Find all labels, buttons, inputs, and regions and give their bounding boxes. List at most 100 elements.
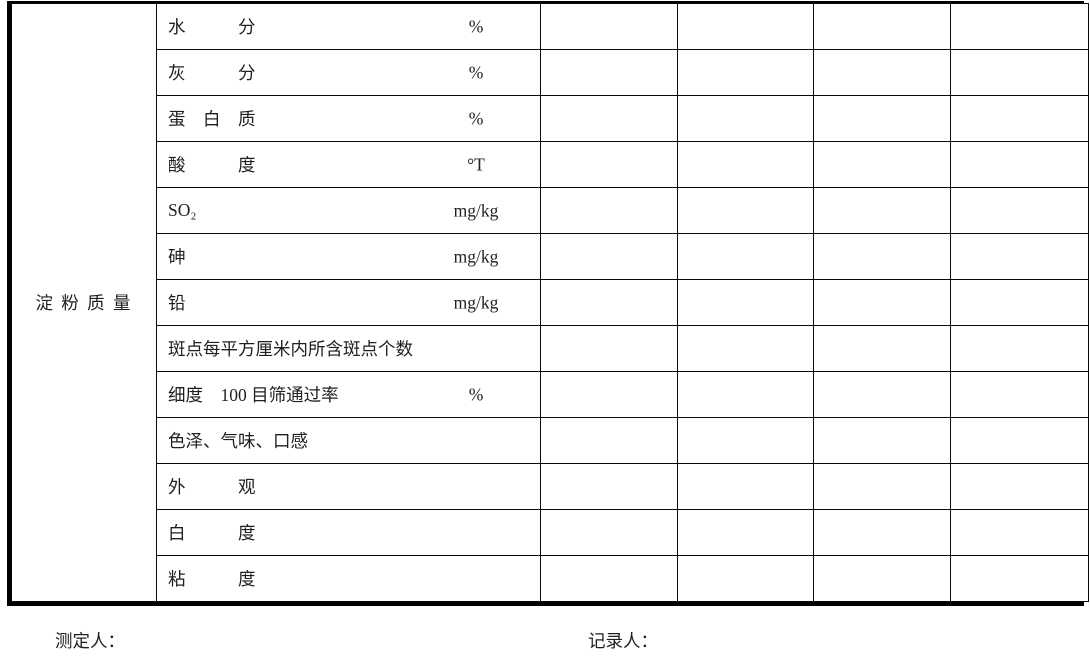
param-label: 色泽、气味、口感: [168, 431, 308, 451]
value-cell[interactable]: [950, 555, 1089, 602]
param-cell-fineness: 细度 100 目筛通过率%: [156, 371, 541, 418]
value-cell[interactable]: [677, 49, 814, 96]
value-cell[interactable]: [813, 555, 951, 602]
table-row: 细度 100 目筛通过率%: [12, 371, 1089, 418]
table-row: 色泽、气味、口感: [12, 417, 1089, 464]
param-label: SO₂: [168, 200, 197, 220]
param-cell-ash: 灰 分%: [156, 49, 541, 96]
tester-label: 测定人：: [55, 631, 125, 651]
value-cell[interactable]: [540, 279, 678, 326]
value-cell[interactable]: [677, 371, 814, 418]
value-cell[interactable]: [813, 3, 951, 50]
value-cell[interactable]: [677, 463, 814, 510]
value-cell[interactable]: [813, 509, 951, 556]
value-cell[interactable]: [813, 371, 951, 418]
unit-label: mg/kg: [453, 292, 499, 312]
param-label: 铅: [168, 293, 186, 313]
unit-label: %: [468, 384, 484, 404]
param-cell-acidity: 酸 度 °T: [156, 141, 541, 188]
table-row: 蛋 白 质%: [12, 95, 1089, 142]
value-cell[interactable]: [677, 187, 814, 234]
value-cell[interactable]: [540, 95, 678, 142]
value-cell[interactable]: [677, 325, 814, 372]
unit-label: mg/kg: [453, 200, 499, 220]
recorder-label: 记录人：: [588, 631, 658, 651]
table-row: 灰 分%: [12, 49, 1089, 96]
value-cell[interactable]: [950, 509, 1089, 556]
value-cell[interactable]: [950, 279, 1089, 326]
value-cell[interactable]: [813, 279, 951, 326]
category-label-cell: 淀 粉 质 量: [11, 3, 157, 602]
value-cell[interactable]: [540, 325, 678, 372]
value-cell[interactable]: [540, 3, 678, 50]
value-cell[interactable]: [813, 49, 951, 96]
value-cell[interactable]: [813, 417, 951, 464]
value-cell[interactable]: [677, 95, 814, 142]
value-cell[interactable]: [677, 555, 814, 602]
value-cell[interactable]: [677, 279, 814, 326]
value-cell[interactable]: [813, 141, 951, 188]
value-cell[interactable]: [540, 233, 678, 280]
value-cell[interactable]: [950, 3, 1089, 50]
table-row: 白 度: [12, 509, 1089, 556]
param-label: 蛋 白 质: [168, 109, 256, 129]
table-row: SO₂ mg/kg: [12, 187, 1089, 234]
param-cell-viscosity: 粘 度: [156, 555, 541, 602]
param-label: 斑点每平方厘米内所含斑点个数: [168, 339, 413, 359]
value-cell[interactable]: [677, 3, 814, 50]
value-cell[interactable]: [540, 417, 678, 464]
value-cell[interactable]: [813, 95, 951, 142]
param-cell-protein: 蛋 白 质%: [156, 95, 541, 142]
table-row: 外 观: [12, 463, 1089, 510]
value-cell[interactable]: [950, 417, 1089, 464]
value-cell[interactable]: [540, 371, 678, 418]
param-label: 水 分: [168, 17, 256, 37]
param-cell-so2: SO₂ mg/kg: [156, 187, 541, 234]
value-cell[interactable]: [950, 141, 1089, 188]
param-label: 细度 100 目筛通过率: [168, 385, 339, 405]
value-cell[interactable]: [950, 49, 1089, 96]
param-label: 砷: [168, 247, 186, 267]
param-label: 白 度: [168, 523, 256, 543]
table-row: 斑点每平方厘米内所含斑点个数: [12, 325, 1089, 372]
value-cell[interactable]: [677, 233, 814, 280]
param-label: 酸 度: [168, 155, 256, 175]
value-cell[interactable]: [950, 95, 1089, 142]
unit-label: °T: [467, 154, 485, 174]
param-cell-whiteness: 白 度: [156, 509, 541, 556]
value-cell[interactable]: [540, 187, 678, 234]
value-cell[interactable]: [540, 49, 678, 96]
unit-label: mg/kg: [453, 246, 499, 266]
param-cell-specks: 斑点每平方厘米内所含斑点个数: [156, 325, 541, 372]
table-row: 酸 度 °T: [12, 141, 1089, 188]
value-cell[interactable]: [950, 325, 1089, 372]
unit-label: %: [468, 108, 484, 128]
value-cell[interactable]: [950, 463, 1089, 510]
table-row: 砷 mg/kg: [12, 233, 1089, 280]
value-cell[interactable]: [813, 233, 951, 280]
value-cell[interactable]: [950, 371, 1089, 418]
value-cell[interactable]: [813, 463, 951, 510]
starch-quality-table: 淀 粉 质 量 水 分% 灰 分% 蛋 白 质%: [7, 1, 1089, 606]
table-row: 粘 度: [12, 555, 1089, 602]
param-cell-lead: 铅 mg/kg: [156, 279, 541, 326]
value-cell[interactable]: [540, 555, 678, 602]
unit-label: %: [468, 62, 484, 82]
param-cell-appearance: 外 观: [156, 463, 541, 510]
value-cell[interactable]: [677, 417, 814, 464]
value-cell[interactable]: [540, 141, 678, 188]
param-cell-color-odor-taste: 色泽、气味、口感: [156, 417, 541, 464]
value-cell[interactable]: [813, 187, 951, 234]
param-label: 外 观: [168, 477, 256, 497]
value-cell[interactable]: [540, 463, 678, 510]
param-label: 灰 分: [168, 63, 256, 83]
value-cell[interactable]: [950, 233, 1089, 280]
value-cell[interactable]: [813, 325, 951, 372]
value-cell[interactable]: [950, 187, 1089, 234]
table-row: 铅 mg/kg: [12, 279, 1089, 326]
value-cell[interactable]: [677, 509, 814, 556]
value-cell[interactable]: [540, 509, 678, 556]
unit-label: %: [468, 16, 484, 36]
value-cell[interactable]: [677, 141, 814, 188]
